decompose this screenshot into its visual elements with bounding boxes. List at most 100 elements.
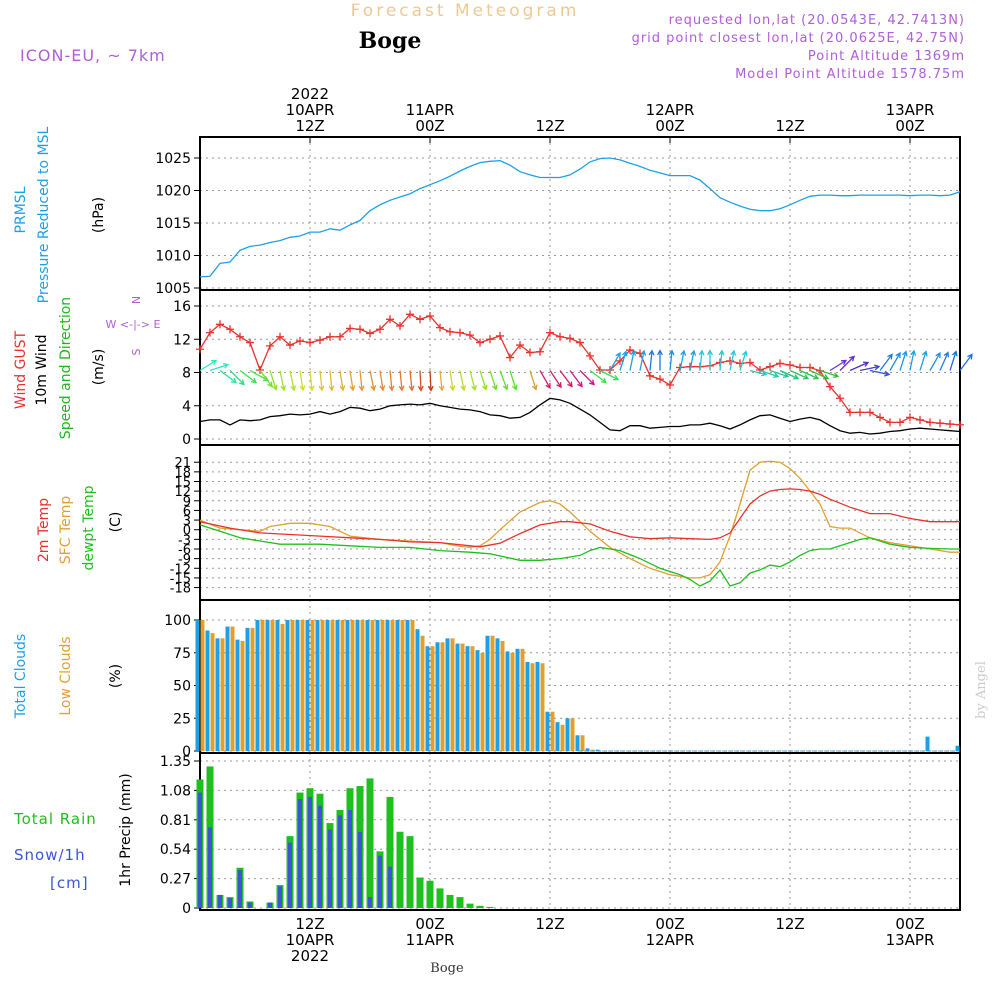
wind-direction-arrow (759, 369, 780, 379)
y-tick-label: 1005 (155, 281, 191, 297)
total-clouds-bar (415, 629, 420, 751)
gust-marker (806, 363, 814, 372)
total-clouds-bar (515, 648, 520, 751)
gust-marker (666, 380, 674, 389)
total-clouds-bar (245, 627, 250, 751)
wind-direction-arrow (328, 370, 335, 392)
panel-frame (199, 752, 961, 911)
wind-direction-arrow (479, 370, 488, 391)
gust-marker (486, 335, 494, 344)
wind-direction-arrow (279, 370, 287, 392)
time-label-bottom: 00Z (415, 915, 444, 933)
low-clouds-bar (330, 620, 335, 751)
rain-bar (436, 888, 444, 908)
compass-south: S (130, 348, 143, 355)
low-clouds-bar (430, 646, 435, 751)
wind-direction-arrow (889, 351, 901, 371)
panel-frame (199, 289, 961, 446)
total-clouds-bar (425, 646, 430, 751)
wind-direction-arrow (398, 370, 405, 392)
wind-direction-arrow (698, 349, 705, 371)
total-clouds-bar (295, 620, 300, 751)
low-clouds-bar (250, 627, 255, 751)
snow-bar (288, 842, 292, 908)
rain-bar (456, 897, 464, 908)
wind-direction-arrow (209, 362, 230, 372)
time-label-bottom: 11APR (406, 931, 455, 949)
total-clouds-bar (215, 638, 220, 751)
wind-direction-arrow (869, 369, 891, 377)
compass-west-east: W <-|-> E (106, 318, 161, 331)
time-label-bottom: 00Z (655, 915, 684, 933)
y-tick-label: 15 (174, 476, 191, 491)
gust-marker (956, 420, 964, 429)
y-tick-label: -18 (170, 582, 191, 597)
y-tick-label: 1010 (155, 249, 191, 265)
gust-marker (766, 362, 774, 371)
label-c: (C) (108, 512, 124, 533)
low-clouds-bar (490, 635, 495, 751)
gust-marker (426, 311, 434, 320)
low-clouds-bar (220, 638, 225, 751)
wind-direction-arrow (579, 370, 595, 386)
wind-direction-arrow (629, 349, 637, 371)
total-clouds-bar (195, 620, 200, 751)
time-label-top: 12APR (646, 101, 695, 119)
total-clouds-bar (315, 620, 320, 751)
y-tick-label: 4 (182, 399, 191, 415)
gust-marker (446, 327, 454, 336)
time-label-bottom: 12Z (775, 915, 804, 933)
low-clouds-bar (470, 646, 475, 751)
low-clouds-bar (200, 620, 205, 751)
wind-direction-arrow (388, 370, 395, 392)
time-label-top: 12Z (535, 117, 564, 135)
y-tick-label: 9 (183, 495, 191, 510)
gust-marker (906, 413, 914, 422)
total-clouds-bar (325, 620, 330, 751)
gust-marker (946, 420, 954, 429)
rain-bar (446, 894, 454, 908)
gust-marker (436, 323, 444, 332)
gust-marker (796, 363, 804, 372)
label-total-rain: Total Rain (13, 810, 97, 828)
time-label-top: 00Z (655, 117, 684, 135)
snow-bar (298, 799, 302, 908)
wind-direction-arrow (879, 353, 893, 371)
gust-marker (456, 328, 464, 337)
time-label-bottom: 10APR (286, 931, 335, 949)
wind-direction-arrow (489, 370, 498, 391)
wind-line (199, 397, 961, 435)
y-tick-label: 0.81 (160, 813, 191, 829)
snow-bar (368, 897, 372, 908)
snow-bar (388, 866, 392, 908)
wind-direction-arrow (729, 349, 737, 371)
wind-direction-arrow (459, 370, 467, 392)
rain-bar (466, 903, 474, 908)
gust-marker (536, 347, 544, 356)
gust-marker (936, 419, 944, 428)
wind-direction-arrow (839, 355, 855, 371)
gust-marker (266, 341, 274, 350)
gust-marker (586, 351, 594, 360)
wind-direction-arrow (789, 369, 810, 380)
time-label-bottom: 12APR (646, 931, 695, 949)
low-clouds-bar (240, 640, 245, 751)
total-clouds-bar (405, 620, 410, 751)
wind-direction-arrow (909, 349, 917, 371)
low-clouds-bar (580, 735, 585, 751)
requested-coords: requested lon,lat (20.0543E, 42.7413N) (669, 13, 965, 28)
label-pressure-msl: Pressure Reduced to MSL (36, 126, 52, 303)
wind-direction-arrow (639, 349, 647, 371)
low-clouds-bar (290, 620, 295, 751)
low-clouds-bar (410, 620, 415, 751)
y-tick-label: 0 (182, 901, 191, 917)
low-clouds-bar (520, 648, 525, 751)
gust-marker (206, 328, 214, 337)
gust-marker (416, 315, 424, 324)
total-clouds-bar (495, 638, 500, 751)
gust-marker (596, 366, 604, 375)
snow-bar (248, 902, 252, 908)
label-snow-unit: [cm] (50, 874, 89, 892)
wind-direction-arrow (369, 370, 377, 392)
